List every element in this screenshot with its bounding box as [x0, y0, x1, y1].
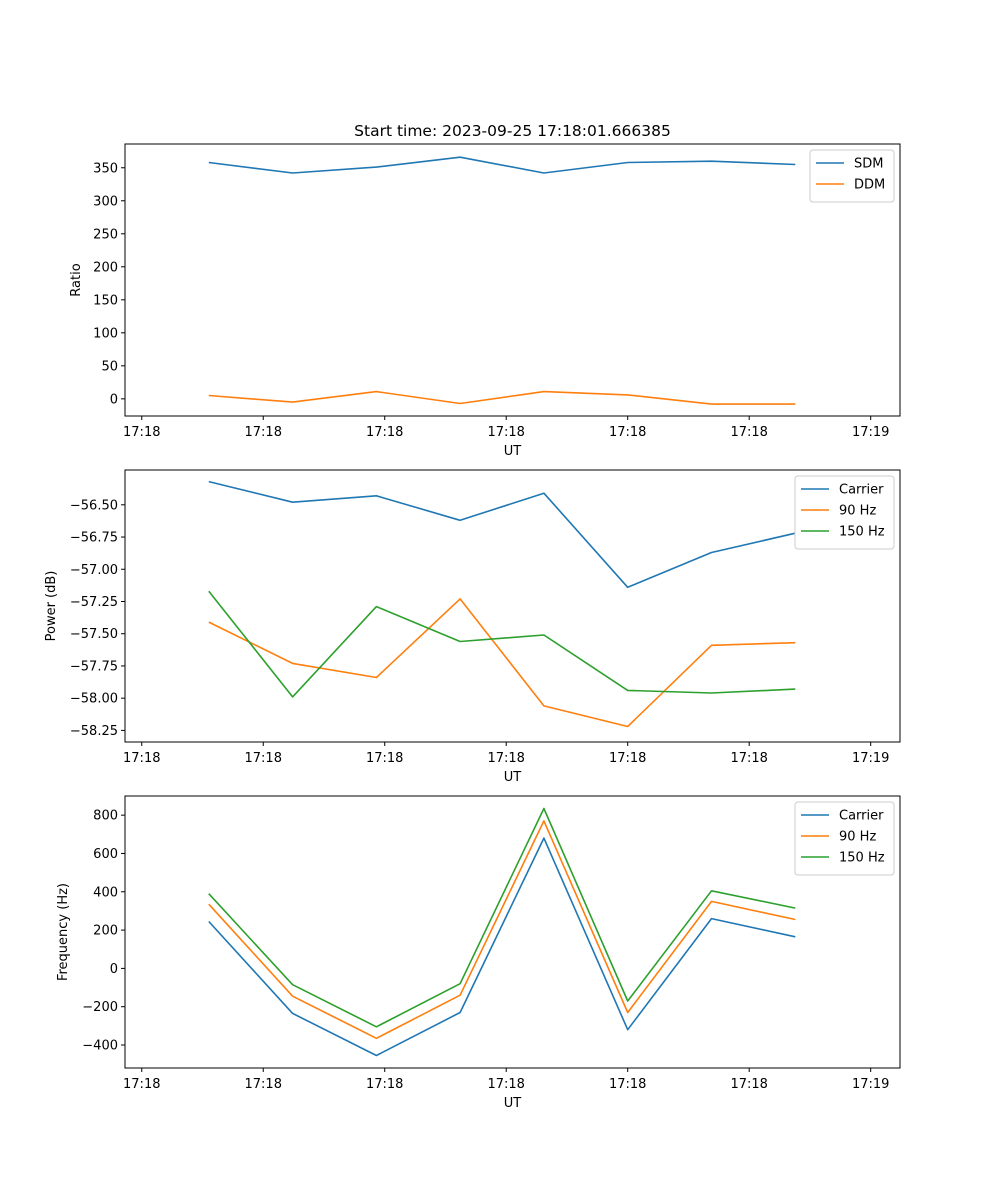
legend-label: Carrier — [839, 483, 884, 498]
legend: Carrier 90 Hz 150 Hz — [794, 801, 895, 876]
y-axis-label: Frequency (Hz) — [56, 883, 71, 981]
series-line-carrier — [208, 837, 796, 1057]
y-tick-label: 300 — [93, 194, 118, 209]
x-tick-label: 17:19 — [852, 1077, 889, 1092]
y-tick-label: −57.25 — [70, 595, 118, 610]
y-tick-label: −57.00 — [70, 563, 118, 578]
y-tick-label: 0 — [110, 392, 118, 407]
x-tick-label: 17:18 — [245, 751, 282, 766]
chart-panel-1: 17:18 17:18 17:18 17:18 17:18 17:18 17:19 0 50 10… — [69, 143, 901, 459]
x-tick-label: 17:18 — [609, 1077, 646, 1092]
series-line-sdm — [208, 156, 796, 174]
y-tick-label: 50 — [101, 359, 118, 374]
legend: Carrier 90 Hz 150 Hz — [794, 475, 895, 550]
y-tick-label: 200 — [93, 260, 118, 275]
y-tick-label: −57.75 — [70, 659, 118, 674]
x-tick-label: 17:18 — [123, 1077, 160, 1092]
y-tick-label: 800 — [93, 809, 118, 824]
y-tick-label: −400 — [82, 1039, 118, 1054]
x-tick-label: 17:19 — [852, 751, 889, 766]
x-tick-label: 17:18 — [123, 751, 160, 766]
y-tick-label: 0 — [110, 962, 118, 977]
y-axis-label: Power (dB) — [44, 571, 59, 642]
x-tick-label: 17:18 — [245, 1077, 282, 1092]
y-tick-label: −58.25 — [70, 724, 118, 739]
legend-label: DDM — [854, 178, 885, 193]
legend-label: 90 Hz — [839, 504, 876, 519]
x-tick-label: 17:18 — [487, 751, 524, 766]
x-tick-label: 17:18 — [609, 751, 646, 766]
y-tick-label: 250 — [93, 227, 118, 242]
x-axis-label: UT — [504, 770, 522, 785]
x-tick-label: 17:18 — [366, 1077, 403, 1092]
legend: SDM DDM — [809, 149, 895, 203]
chart-panel-2: 17:18 17:18 17:18 17:18 17:18 17:18 17:19 −58.2… — [44, 469, 901, 785]
axes-frame — [124, 469, 901, 743]
y-tick-label: 600 — [93, 847, 118, 862]
y-axis-label: Ratio — [69, 263, 84, 296]
x-axis-label: UT — [504, 1096, 522, 1111]
x-tick-label: 17:19 — [852, 425, 889, 440]
figure-title: Start time: 2023-09-25 17:18:01.666385 — [354, 122, 671, 140]
y-tick-label: −58.00 — [70, 692, 118, 707]
x-tick-label: 17:18 — [730, 1077, 767, 1092]
legend-label: Carrier — [839, 809, 884, 824]
x-tick-label: 17:18 — [123, 425, 160, 440]
y-tick-label: 200 — [93, 924, 118, 939]
series-line-90-hz — [208, 820, 796, 1040]
legend-label: 90 Hz — [839, 830, 876, 845]
chart-panels: 17:18 17:18 17:18 17:18 17:18 17:18 17:19 0 50 10… — [44, 143, 901, 1111]
chart-panel-3: 17:18 17:18 17:18 17:18 17:18 17:18 17:19 −400 −… — [56, 795, 901, 1111]
y-tick-label: 350 — [93, 161, 118, 176]
axes-frame — [124, 795, 901, 1069]
y-tick-label: −200 — [82, 1000, 118, 1015]
axes-frame — [124, 143, 901, 417]
x-axis-label: UT — [504, 444, 522, 459]
y-tick-label: −57.50 — [70, 627, 118, 642]
y-tick-label: 100 — [93, 326, 118, 341]
x-tick-label: 17:18 — [730, 425, 767, 440]
series-line-ddm — [208, 390, 796, 405]
series-line-150-hz — [208, 807, 796, 1028]
x-tick-label: 17:18 — [730, 751, 767, 766]
legend-label: SDM — [854, 157, 883, 172]
y-tick-label: 400 — [93, 885, 118, 900]
x-tick-label: 17:18 — [245, 425, 282, 440]
x-tick-label: 17:18 — [487, 425, 524, 440]
series-line-carrier — [208, 480, 796, 589]
x-tick-label: 17:18 — [366, 425, 403, 440]
y-tick-label: −56.75 — [70, 531, 118, 546]
legend-label: 150 Hz — [839, 851, 885, 866]
legend-label: 150 Hz — [839, 525, 885, 540]
x-tick-label: 17:18 — [609, 425, 646, 440]
x-tick-label: 17:18 — [366, 751, 403, 766]
y-tick-label: 150 — [93, 293, 118, 308]
series-line-90-hz — [208, 598, 796, 728]
x-tick-label: 17:18 — [487, 1077, 524, 1092]
y-tick-label: −56.50 — [70, 498, 118, 513]
series-line-150-hz — [208, 590, 796, 698]
